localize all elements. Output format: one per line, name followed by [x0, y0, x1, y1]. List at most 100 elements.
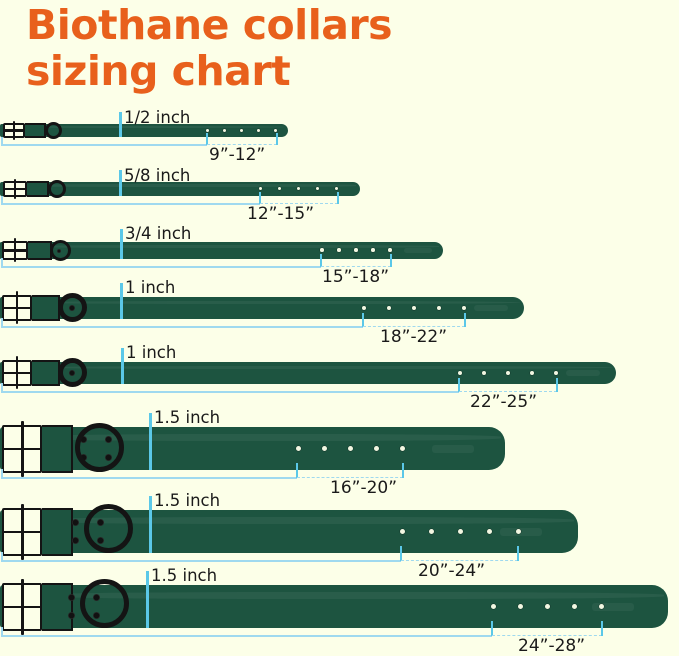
adjustment-hole	[335, 187, 339, 191]
length-baseline	[1, 144, 207, 146]
range-end-tick	[556, 378, 558, 392]
width-tick	[119, 170, 122, 196]
buckle-strap-end	[42, 583, 73, 631]
range-label: 24”-28”	[518, 636, 586, 656]
range-label: 9”-12”	[209, 145, 266, 165]
buckle-strap-end	[32, 295, 60, 321]
adjustment-hole	[482, 371, 486, 375]
buckle-prong	[21, 579, 24, 635]
range-label: 20”-24”	[418, 561, 486, 581]
adjustment-hole	[458, 529, 463, 534]
adjustment-hole	[487, 529, 492, 534]
d-ring	[48, 180, 66, 198]
range-end-tick	[464, 313, 466, 327]
width-label: 1.5 inch	[154, 491, 221, 510]
adjustment-hole	[354, 248, 358, 252]
collar-strap	[0, 297, 524, 319]
collar-strap	[0, 182, 360, 196]
adjustment-hole	[296, 446, 301, 451]
buckle-strap-end	[42, 425, 73, 473]
adjustment-hole	[278, 187, 282, 191]
adjustment-hole	[506, 371, 510, 375]
range-dash-line	[260, 203, 338, 204]
buckle-strap-end	[42, 508, 73, 556]
d-ring	[84, 504, 133, 553]
baseline-start-cap	[1, 627, 3, 636]
adjustment-hole	[545, 604, 550, 609]
adjustment-hole	[388, 248, 392, 252]
range-dash-line	[492, 635, 602, 636]
baseline-start-cap	[1, 318, 3, 327]
range-dash-line	[207, 144, 277, 145]
collar-row: 3/4 inch 15”-18”	[0, 225, 679, 292]
range-end-tick	[601, 621, 603, 636]
width-tick	[120, 283, 123, 319]
adjustment-hole	[337, 248, 341, 252]
buckle-prong	[21, 421, 24, 477]
d-ring	[75, 423, 124, 472]
rivet	[57, 249, 61, 253]
buckle-prong	[14, 238, 17, 262]
range-start-tick	[362, 313, 364, 327]
range-label: 16”-20”	[330, 478, 398, 498]
range-label: 12”-15”	[247, 204, 315, 224]
width-tick	[119, 112, 122, 137]
range-dash-line	[363, 326, 465, 327]
length-baseline	[1, 635, 492, 637]
adjustment-hole	[491, 604, 496, 609]
width-label: 3/4 inch	[125, 224, 192, 243]
range-end-tick	[276, 133, 278, 145]
length-baseline	[1, 477, 297, 479]
adjustment-hole	[374, 446, 379, 451]
adjustment-hole	[297, 187, 301, 191]
rivet	[72, 519, 79, 526]
adjustment-hole	[516, 529, 521, 534]
adjustment-hole	[320, 248, 324, 252]
length-baseline	[1, 203, 260, 205]
range-dash-line	[297, 477, 403, 478]
brand-emboss	[432, 445, 474, 453]
baseline-start-cap	[1, 137, 3, 145]
adjustment-hole	[257, 129, 260, 132]
collar-row: 1.5 inch 16”-20”	[0, 409, 679, 498]
collar-row: 1.5 inch 24”-28”	[0, 567, 679, 656]
length-baseline	[1, 560, 401, 562]
range-label: 22”-25”	[470, 392, 538, 412]
brand-emboss	[592, 603, 634, 611]
adjustment-hole	[387, 306, 391, 310]
range-start-tick	[458, 378, 460, 392]
width-label: 1.5 inch	[154, 408, 221, 427]
collar-strap	[0, 242, 443, 259]
range-start-tick	[259, 192, 261, 204]
brand-emboss	[566, 370, 600, 376]
collar-strap	[0, 362, 616, 384]
width-tick	[149, 413, 152, 470]
buckle-strap-end	[28, 241, 52, 260]
adjustment-hole	[362, 306, 366, 310]
rivet	[69, 370, 75, 376]
range-dash-line	[459, 391, 557, 392]
adjustment-hole	[240, 129, 243, 132]
width-label: 5/8 inch	[124, 166, 191, 185]
adjustment-hole	[572, 604, 577, 609]
range-start-tick	[400, 546, 402, 561]
range-start-tick	[320, 254, 322, 267]
adjustment-hole	[371, 248, 375, 252]
range-end-tick	[402, 463, 404, 478]
range-end-tick	[517, 546, 519, 561]
buckle-strap-end	[25, 123, 46, 138]
range-start-tick	[491, 621, 493, 636]
baseline-start-cap	[1, 469, 3, 478]
baseline-start-cap	[1, 196, 3, 204]
adjustment-hole	[259, 187, 263, 191]
collar-row: 1.5 inch 20”-24”	[0, 492, 679, 581]
buckle-prong	[14, 179, 16, 199]
rivet	[69, 305, 75, 311]
buckle-prong	[16, 356, 19, 389]
collar-row: 1 inch 22”-25”	[0, 344, 679, 418]
adjustment-hole	[322, 446, 327, 451]
adjustment-hole	[554, 371, 558, 375]
length-baseline	[1, 326, 363, 328]
range-label: 15”-18”	[322, 267, 390, 287]
range-start-tick	[296, 463, 298, 478]
